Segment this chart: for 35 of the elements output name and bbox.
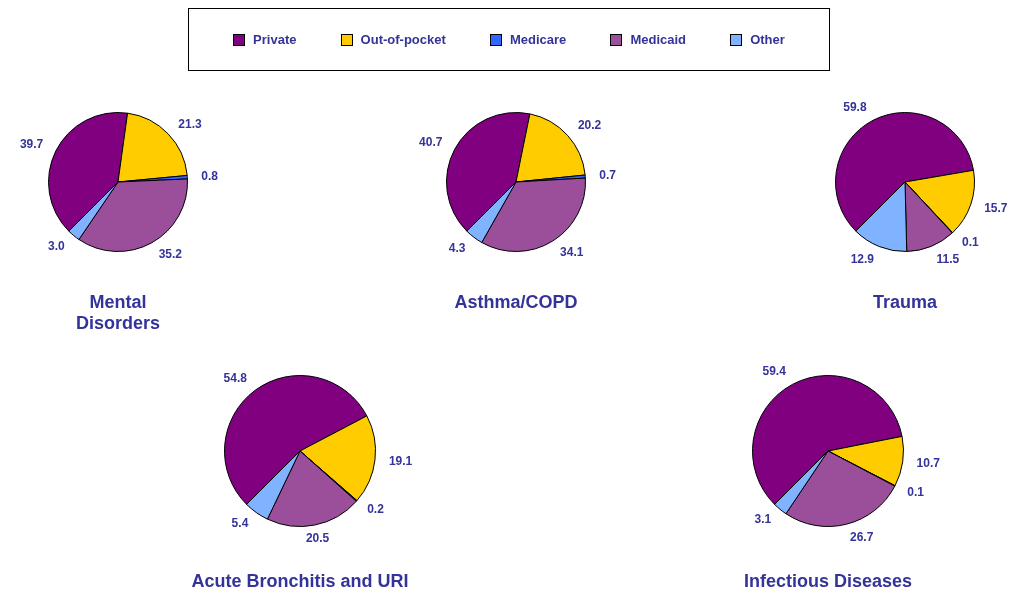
text: Asthma/COPD <box>453 292 579 313</box>
data-label: 15.7 <box>984 200 1008 215</box>
data-label: 11.5 <box>936 251 960 266</box>
data-label: 4.3 <box>448 240 466 255</box>
data-label: 39.7 <box>19 137 44 152</box>
data-label: 59.4 <box>762 364 787 379</box>
legend-label: Out-of-pocket <box>360 32 446 47</box>
data-label: 5.4 <box>231 516 249 531</box>
data-label: 20.2 <box>577 118 602 133</box>
data-label: 3.1 <box>754 512 772 527</box>
text: Infectious Diseases <box>742 571 914 592</box>
legend-label: Private <box>253 32 297 47</box>
text: Trauma <box>872 292 938 313</box>
data-label: 0.2 <box>367 502 385 517</box>
data-label: 0.1 <box>907 484 925 499</box>
data-label: 21.3 <box>178 116 203 131</box>
data-label: 12.9 <box>850 251 875 266</box>
data-label: 3.0 <box>48 238 66 253</box>
data-label: 34.1 <box>560 245 584 260</box>
data-label: 0.7 <box>599 167 617 182</box>
data-label: 54.8 <box>223 371 248 386</box>
data-label: 35.2 <box>158 247 183 262</box>
text: Mental Disorders <box>74 292 161 334</box>
data-label: 26.7 <box>849 530 874 545</box>
legend-label: Medicaid <box>630 32 687 47</box>
text: Acute Bronchitis and URI <box>190 571 410 592</box>
legend-label: Other <box>750 32 785 47</box>
legend-label: Medicare <box>509 32 567 47</box>
data-label: 10.7 <box>916 455 941 470</box>
data-label: 20.5 <box>305 531 330 546</box>
data-label: 0.8 <box>201 168 219 183</box>
data-label: 59.8 <box>843 100 867 115</box>
data-label: 0.1 <box>961 235 979 250</box>
data-label: 19.1 <box>388 453 413 468</box>
data-label: 40.7 <box>419 134 443 149</box>
